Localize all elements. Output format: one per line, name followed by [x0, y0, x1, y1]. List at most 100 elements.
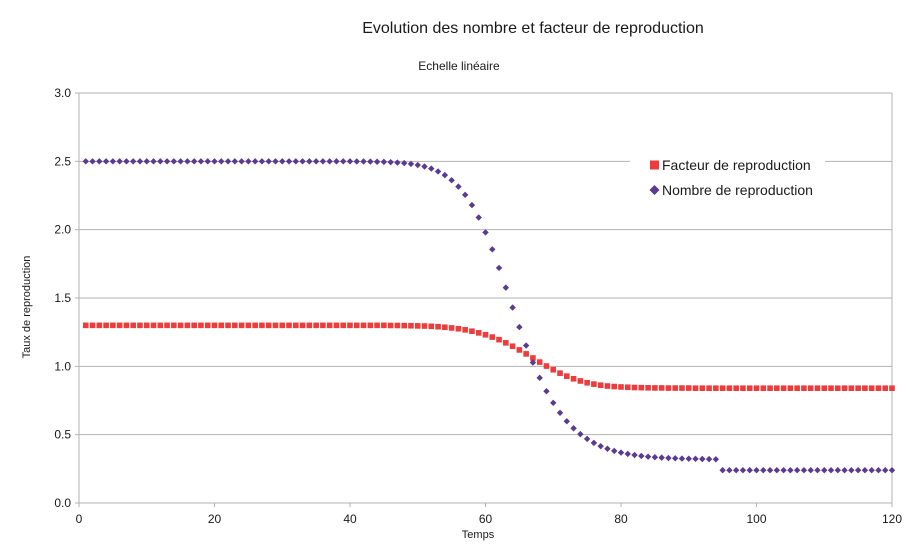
point-facteur-118 — [882, 385, 889, 391]
point-nombre-69 — [550, 399, 557, 407]
point-facteur-55 — [455, 325, 462, 332]
point-nombre-10 — [150, 158, 157, 165]
point-facteur-101 — [767, 385, 773, 391]
point-facteur-31 — [293, 322, 299, 329]
point-facteur-46 — [394, 322, 401, 329]
legend-background — [630, 151, 825, 201]
point-nombre-45 — [387, 158, 394, 166]
point-facteur-52 — [435, 323, 441, 330]
point-nombre-87 — [672, 455, 679, 462]
point-facteur-30 — [286, 322, 292, 329]
point-facteur-22 — [232, 322, 238, 329]
point-nombre-93 — [712, 456, 720, 463]
point-nombre-54 — [448, 176, 455, 184]
point-nombre-4 — [109, 158, 117, 165]
x-axis-label: Temps — [462, 529, 495, 541]
legend-label-0: Facteur de reproduction — [662, 157, 811, 173]
point-nombre-6 — [123, 158, 130, 165]
point-nombre-76 — [597, 442, 604, 450]
point-nombre-35 — [319, 158, 327, 165]
point-facteur-14 — [177, 322, 184, 329]
point-facteur-115 — [862, 385, 868, 391]
point-facteur-79 — [618, 384, 624, 390]
point-facteur-9 — [143, 322, 150, 329]
point-facteur-6 — [123, 322, 130, 329]
point-nombre-39 — [346, 158, 354, 165]
x-tick-label-0: 0 — [76, 512, 83, 526]
y-tick-label-1: 0.5 — [54, 428, 71, 442]
point-nombre-115 — [861, 467, 869, 474]
point-nombre-83 — [644, 453, 652, 460]
point-facteur-45 — [387, 322, 394, 329]
point-facteur-88 — [679, 385, 685, 391]
point-facteur-21 — [225, 322, 231, 329]
point-facteur-36 — [326, 322, 333, 329]
legend: Facteur de reproduction Nombre de reprodu… — [630, 151, 825, 201]
point-facteur-26 — [259, 322, 265, 329]
point-nombre-70 — [556, 409, 564, 416]
point-nombre-7 — [130, 158, 137, 165]
point-nombre-38 — [340, 158, 347, 165]
point-facteur-39 — [347, 322, 353, 329]
axis-layer — [75, 92, 893, 507]
point-facteur-44 — [381, 322, 387, 329]
point-nombre-31 — [292, 158, 299, 165]
point-nombre-59 — [482, 229, 489, 236]
point-nombre-21 — [224, 158, 232, 165]
point-facteur-35 — [320, 322, 326, 329]
point-nombre-2 — [96, 158, 103, 165]
point-nombre-22 — [231, 158, 239, 165]
point-facteur-97 — [740, 385, 746, 391]
point-facteur-100 — [760, 385, 767, 391]
point-nombre-19 — [211, 158, 218, 165]
point-facteur-113 — [848, 385, 855, 391]
point-nombre-27 — [265, 158, 272, 165]
point-nombre-48 — [407, 160, 415, 168]
point-facteur-2 — [96, 322, 103, 329]
point-facteur-59 — [482, 331, 489, 338]
point-nombre-60 — [489, 246, 496, 253]
point-nombre-16 — [190, 158, 198, 165]
point-facteur-57 — [469, 328, 475, 335]
x-tick-label-5: 100 — [746, 512, 766, 526]
point-facteur-90 — [692, 385, 699, 391]
point-facteur-109 — [821, 385, 828, 391]
point-nombre-36 — [326, 158, 333, 165]
point-nombre-84 — [651, 454, 659, 461]
point-facteur-83 — [645, 384, 651, 391]
point-facteur-70 — [557, 370, 563, 376]
point-nombre-111 — [834, 467, 841, 474]
point-facteur-106 — [801, 385, 807, 391]
point-nombre-58 — [475, 214, 482, 221]
point-nombre-113 — [848, 467, 855, 474]
point-nombre-81 — [631, 451, 638, 459]
point-nombre-8 — [136, 158, 144, 165]
point-facteur-60 — [489, 334, 496, 340]
point-facteur-73 — [577, 378, 584, 384]
point-nombre-52 — [434, 168, 442, 175]
point-facteur-78 — [611, 383, 618, 390]
point-nombre-3 — [102, 158, 110, 165]
point-facteur-99 — [753, 385, 760, 391]
point-facteur-64 — [516, 347, 523, 353]
point-nombre-46 — [394, 159, 401, 166]
point-nombre-53 — [441, 171, 449, 179]
point-nombre-34 — [312, 158, 320, 165]
point-nombre-80 — [624, 450, 631, 458]
point-facteur-62 — [503, 340, 509, 346]
legend-marker-1 — [649, 185, 660, 195]
point-facteur-3 — [103, 322, 109, 329]
point-nombre-24 — [245, 158, 252, 165]
x-tick-label-3: 60 — [479, 512, 493, 526]
point-nombre-30 — [285, 158, 293, 165]
point-nombre-47 — [401, 159, 408, 167]
point-facteur-50 — [421, 323, 428, 329]
point-facteur-61 — [496, 336, 502, 343]
point-facteur-13 — [171, 322, 177, 329]
point-nombre-40 — [353, 158, 360, 165]
point-facteur-0 — [82, 322, 89, 329]
point-facteur-67 — [536, 359, 543, 365]
point-nombre-74 — [583, 435, 591, 443]
point-facteur-54 — [448, 325, 455, 331]
point-facteur-29 — [279, 322, 286, 329]
